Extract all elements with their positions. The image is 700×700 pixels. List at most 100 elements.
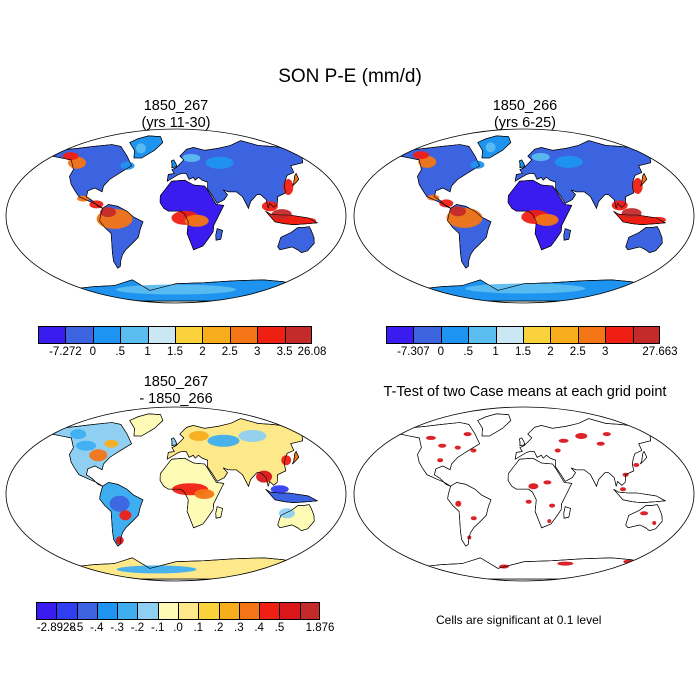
colorbar-tick-label: 3.5 bbox=[276, 346, 293, 358]
colorbar-cell bbox=[440, 326, 469, 344]
colorbar-cell bbox=[174, 326, 203, 344]
map-anomaly-patch bbox=[465, 283, 586, 294]
map-anomaly-patch bbox=[485, 142, 496, 153]
map-anomaly-patch bbox=[205, 156, 234, 169]
coastline bbox=[514, 140, 661, 210]
colorbar-tick-label: -2.8928 bbox=[36, 622, 76, 634]
coastline bbox=[613, 488, 667, 504]
map-anomaly-patch bbox=[596, 441, 605, 446]
map-anomaly-patch bbox=[542, 200, 566, 211]
map-anomaly-patch bbox=[528, 483, 539, 490]
continent-indonesia bbox=[613, 488, 667, 504]
map-anomaly-patch bbox=[554, 448, 561, 453]
continent-namerica bbox=[399, 422, 480, 487]
coastline bbox=[166, 140, 313, 210]
colorbar-tick-label: 1 bbox=[144, 346, 151, 358]
coastline bbox=[613, 210, 667, 226]
colorbar-cell bbox=[177, 602, 199, 620]
panel-3-title: 1850_267 - 1850_266 bbox=[86, 374, 266, 408]
map-panel-2 bbox=[353, 128, 695, 304]
map-anomaly-patch bbox=[300, 217, 316, 224]
colorbar-tick-label: 27.663 bbox=[642, 346, 678, 358]
colorbar-cell bbox=[117, 602, 138, 620]
map-anomaly-patch bbox=[602, 432, 611, 437]
coastline bbox=[277, 504, 315, 532]
colorbar-panel-3-labels: -2.8928 -.5 -.4 -.3 -.2 -.1 .0 .1 .2 .3 .4 .5 1.876 bbox=[36, 622, 335, 638]
colorbar-tick-label: 1 bbox=[492, 346, 499, 358]
colorbar-tick-label: .5 bbox=[463, 346, 473, 358]
colorbar-tick-label: 2 bbox=[199, 346, 206, 358]
colorbar-cell bbox=[36, 602, 57, 620]
map-anomaly-patch bbox=[238, 430, 267, 442]
continent-namerica bbox=[399, 144, 480, 209]
map-land bbox=[398, 135, 667, 302]
colorbar-tick-label: 1.876 bbox=[305, 622, 335, 634]
coastline bbox=[292, 450, 300, 465]
map-anomaly-patch bbox=[115, 536, 124, 545]
colorbar-tick-label: 26.08 bbox=[297, 346, 327, 358]
colorbar-cell bbox=[157, 602, 178, 620]
coastline bbox=[99, 204, 144, 269]
coastline bbox=[507, 179, 573, 251]
colorbar-cell bbox=[238, 602, 260, 620]
coastline bbox=[129, 413, 164, 437]
colorbar-cell bbox=[386, 326, 414, 344]
map-anomaly-patch bbox=[437, 458, 444, 463]
colorbar-panel-1 bbox=[38, 326, 312, 344]
colorbar-tick-label: -.3 bbox=[110, 622, 124, 634]
colorbar-tick-label: .2 bbox=[213, 622, 224, 634]
colorbar-cell bbox=[137, 602, 158, 620]
coastline bbox=[265, 210, 319, 226]
map-anomaly-patch bbox=[413, 151, 429, 160]
coastline bbox=[447, 204, 492, 269]
map-border bbox=[5, 128, 347, 304]
map-anomaly-patch bbox=[525, 499, 532, 504]
colorbar-cell bbox=[218, 602, 239, 620]
coastline bbox=[215, 228, 223, 241]
colorbar-cell bbox=[65, 326, 93, 344]
colorbar-cell bbox=[284, 326, 312, 344]
figure-title: SON P-E (mm/d) bbox=[278, 66, 422, 87]
panel-1-title: 1850_267 (yrs 11-30) bbox=[86, 98, 266, 132]
map-anomaly-patch bbox=[470, 448, 477, 453]
map-anomaly-patch bbox=[455, 500, 462, 507]
coastline bbox=[277, 226, 315, 254]
colorbar-tick-label: 1.5 bbox=[515, 346, 531, 358]
map-anomaly-patch bbox=[271, 209, 292, 220]
map-anomaly-patch bbox=[270, 485, 289, 494]
map-anomaly-patch bbox=[470, 160, 485, 169]
coastline bbox=[51, 422, 132, 487]
colorbar-cell bbox=[550, 326, 578, 344]
colorbar-tick-label: 0 bbox=[89, 346, 96, 358]
colorbar-panel-1-labels: -7.272 0 .5 1 1.5 2 2.5 3 3.5 26.08 bbox=[38, 346, 326, 362]
colorbar-panel-2-labels: -7.307 0 .5 1 1.5 2 2.5 3 27.663 bbox=[386, 346, 678, 362]
map-anomaly-patch bbox=[283, 179, 294, 195]
colorbar-tick-label: -.2 bbox=[130, 622, 145, 634]
map-anomaly-patch bbox=[547, 519, 552, 524]
map-anomaly-patch bbox=[62, 152, 79, 161]
map-anomaly-patch bbox=[531, 153, 550, 161]
map-anomaly-patch bbox=[427, 194, 440, 201]
panel-4-title: T-Test of two Case means at each grid po… bbox=[383, 384, 667, 400]
colorbar-cell bbox=[632, 326, 660, 344]
map-anomaly-patch bbox=[281, 455, 292, 466]
map-anomaly-patch bbox=[640, 511, 649, 516]
colorbar-cell bbox=[76, 602, 97, 620]
colorbar-tick-label: -.5 bbox=[69, 622, 84, 634]
map-panel-3 bbox=[5, 406, 347, 582]
colorbar-cell bbox=[120, 326, 148, 344]
panel-3-title-line1: 1850_267 bbox=[143, 374, 209, 390]
coastline bbox=[625, 504, 663, 532]
panel-2-title: 1850_266 (yrs 6-25) bbox=[435, 98, 615, 132]
map-anomaly-patch bbox=[470, 516, 477, 521]
map-anomaly-patch bbox=[652, 521, 657, 525]
map-anomaly-patch bbox=[549, 503, 556, 508]
coastline bbox=[640, 172, 648, 187]
colorbar-cell bbox=[259, 602, 280, 620]
map-anomaly-patch bbox=[207, 434, 240, 447]
coastline bbox=[159, 457, 225, 529]
coastline bbox=[477, 413, 512, 437]
coastline bbox=[640, 450, 648, 465]
map-anomaly-patch bbox=[575, 433, 588, 439]
colorbar-cell bbox=[299, 602, 320, 620]
